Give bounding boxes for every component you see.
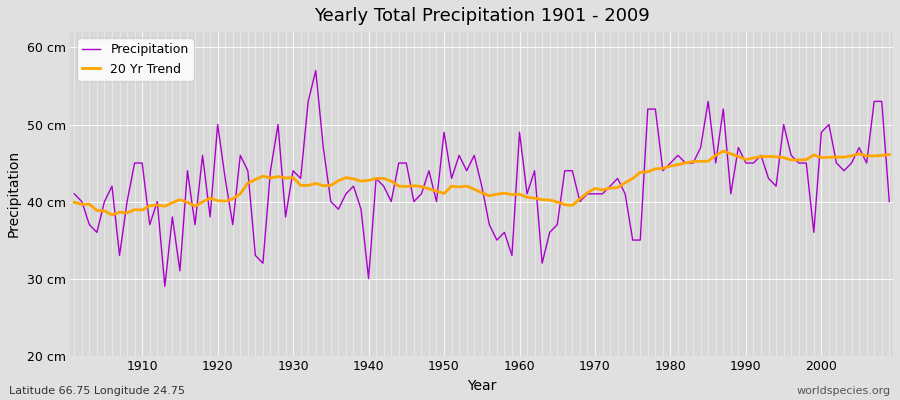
Line: Precipitation: Precipitation — [75, 70, 889, 286]
20 Yr Trend — [137, 208, 148, 212]
Precipitation — [130, 161, 140, 166]
Precipitation — [310, 68, 321, 73]
X-axis label: Year: Year — [467, 379, 497, 393]
20 Yr Trend — [106, 212, 117, 217]
20 Yr Trend — [348, 176, 359, 181]
Precipitation — [69, 192, 80, 196]
Precipitation — [522, 192, 533, 196]
Precipitation — [529, 168, 540, 173]
20 Yr Trend — [302, 183, 313, 188]
20 Yr Trend — [69, 200, 80, 205]
Y-axis label: Precipitation: Precipitation — [7, 150, 21, 238]
Line: 20 Yr Trend: 20 Yr Trend — [75, 151, 889, 215]
Text: worldspecies.org: worldspecies.org — [796, 386, 891, 396]
20 Yr Trend — [514, 192, 525, 197]
Precipitation — [620, 192, 631, 196]
20 Yr Trend — [612, 185, 623, 190]
Precipitation — [356, 207, 366, 212]
20 Yr Trend — [522, 195, 533, 200]
Text: Latitude 66.75 Longitude 24.75: Latitude 66.75 Longitude 24.75 — [9, 386, 185, 396]
20 Yr Trend — [718, 149, 729, 154]
Precipitation — [302, 99, 313, 104]
20 Yr Trend — [884, 152, 895, 157]
Title: Yearly Total Precipitation 1901 - 2009: Yearly Total Precipitation 1901 - 2009 — [314, 7, 650, 25]
Precipitation — [159, 284, 170, 289]
Precipitation — [884, 199, 895, 204]
Legend: Precipitation, 20 Yr Trend: Precipitation, 20 Yr Trend — [76, 38, 194, 80]
